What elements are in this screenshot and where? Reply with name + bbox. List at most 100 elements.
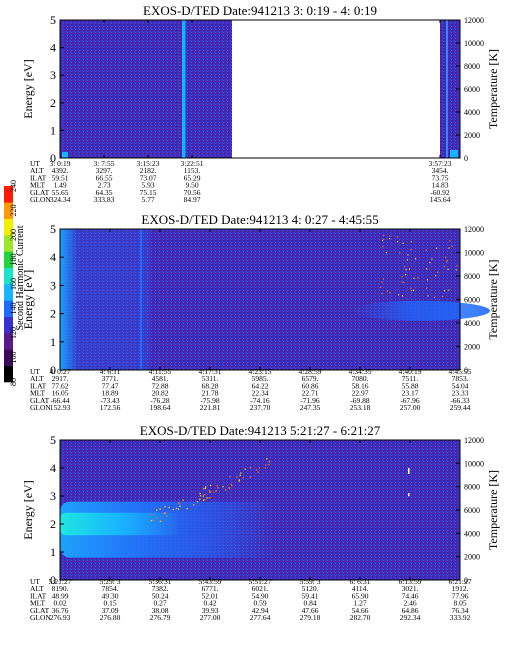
- heatmap-speck: [431, 258, 433, 260]
- orbit-row-label: ILAT: [30, 173, 47, 182]
- y-right-axis-label: Temperature [K]: [486, 470, 500, 550]
- orbit-cell: 1912.: [452, 584, 469, 593]
- orbit-cell: 5120.: [302, 584, 319, 593]
- y-tick-label: 2: [50, 517, 56, 531]
- orbit-cell: 279.18: [300, 613, 321, 622]
- orbit-cell: 84.97: [184, 195, 201, 204]
- orbit-cell: 4:40:19: [399, 367, 422, 376]
- orbit-cell: 8.05: [453, 599, 466, 608]
- y-tick-label: 3: [50, 278, 56, 292]
- orbit-cell: 4114.: [352, 584, 369, 593]
- heatmap-speck: [204, 498, 206, 501]
- heatmap-speck: [435, 275, 437, 277]
- heatmap-speck: [448, 289, 450, 291]
- heatmap-speck: [182, 499, 184, 501]
- panel-1: EXOS-D/TED Date:941213 3: 0:19 - 4: 0:19…: [21, 3, 500, 204]
- y-axis-right: 0 2000 4000 6000 8000 10000 12000 Temperature […: [456, 16, 500, 163]
- heatmap-speck: [381, 281, 383, 283]
- orbit-row-label: GLAT: [30, 396, 50, 405]
- orbit-cell: 0.02: [53, 599, 66, 608]
- heatmap-speck: [385, 252, 388, 254]
- orbit-cell: 7382.: [152, 584, 169, 593]
- y-right-axis-label: Temperature [K]: [486, 259, 500, 339]
- colorbar-block: [4, 235, 13, 252]
- heatmap-speck: [151, 514, 153, 516]
- orbit-cell: 74.46: [402, 591, 419, 600]
- heatmap-speck: [456, 265, 458, 267]
- y-axis-label: Energy [eV]: [21, 480, 35, 539]
- y-right-tick-label: 2000: [464, 343, 480, 352]
- heatmap-speck: [443, 290, 446, 292]
- heatmap-speck: [444, 256, 447, 259]
- orbit-cell: 39.93: [202, 606, 219, 615]
- orbit-cell: 276.79: [150, 613, 171, 622]
- orbit-cell: 5:43:59: [199, 577, 222, 586]
- heatmap-speck: [156, 509, 158, 511]
- orbit-cell: 36.76: [52, 606, 69, 615]
- orbit-cell: -60.92: [430, 188, 450, 197]
- heatmap-speck: [257, 471, 259, 473]
- heatmap-speck: [244, 468, 246, 470]
- orbit-cell: -69.88: [350, 396, 370, 405]
- orbit-cell: 37.09: [102, 606, 119, 615]
- y-tick-label: 1: [50, 335, 56, 349]
- orbit-cell: 1153.: [184, 166, 201, 175]
- heatmap-speck: [389, 292, 391, 294]
- orbit-cell: 4: 6:11: [100, 367, 121, 376]
- colorbar-block: [4, 267, 13, 285]
- heatmap-speck: [199, 492, 201, 495]
- heatmap-core: [60, 512, 180, 536]
- colorbar-block: [4, 202, 13, 219]
- y-right-tick-label: 0: [464, 154, 468, 163]
- heatmap-speck: [426, 268, 428, 270]
- orbit-cell: 172.56: [100, 403, 121, 412]
- heatmap-speck: [236, 476, 238, 478]
- heatmap-speck: [213, 491, 215, 493]
- orbit-cell: -67.96: [400, 396, 420, 405]
- orbit-cell: 259.44: [450, 403, 471, 412]
- heatmap-speck: [268, 460, 271, 463]
- panel-2: EXOS-D/TED Date:941213 4: 0:27 - 4:45:55…: [21, 212, 500, 412]
- heatmap-speck: [228, 486, 230, 489]
- heatmap-speck: [159, 519, 162, 522]
- y-right-axis-label: Temperature [K]: [486, 49, 500, 129]
- heatmap-speck: [398, 294, 400, 296]
- orbit-cell: 23.33: [452, 389, 469, 398]
- heatmap-speck: [408, 268, 411, 270]
- y-tick-label: 0: [50, 363, 56, 377]
- heatmap-stripe: [140, 229, 142, 370]
- panel-title: EXOS-D/TED Date:941213 5:21:27 - 6:21:27: [140, 423, 381, 438]
- heatmap-speck: [163, 512, 165, 514]
- orbit-cell: 257.00: [400, 403, 421, 412]
- orbit-cell: 333.83: [94, 195, 115, 204]
- heatmap-speck: [413, 277, 415, 279]
- y-tick-label: 2: [50, 307, 56, 321]
- heatmap-mark: [408, 493, 410, 497]
- heatmap-speck: [268, 463, 270, 466]
- colorbar-block: [4, 186, 13, 203]
- heatmap-speck: [403, 282, 405, 284]
- orbit-row-label: MLT: [30, 181, 46, 190]
- heatmap-speck: [404, 274, 407, 276]
- orbit-cell: 2.73: [97, 181, 110, 190]
- y-right-tick-label: 12000: [464, 225, 484, 234]
- orbit-cell: 277.64: [250, 613, 271, 622]
- heatmap-speck: [204, 487, 207, 489]
- heatmap-speck: [164, 512, 166, 514]
- orbit-cell: 4:11:55: [149, 367, 172, 376]
- orbit-cell: 18.89: [102, 389, 119, 398]
- heatmap-speck: [178, 502, 180, 505]
- orbit-cell: 64.35: [96, 188, 113, 197]
- colorbar-tick-label: 80: [9, 378, 18, 386]
- orbit-cell: 77.47: [102, 381, 119, 390]
- heatmap-speck: [231, 485, 233, 487]
- colorbar-block: [4, 251, 13, 268]
- x-ticks: [59, 440, 461, 580]
- heatmap-speck: [222, 486, 224, 488]
- orbit-cell: 70.56: [184, 188, 201, 197]
- heatmap-speck: [407, 254, 409, 256]
- heatmap-mark: [408, 468, 410, 474]
- heatmap: [60, 229, 490, 370]
- colorbar-block: [4, 349, 13, 366]
- heatmap-speck: [441, 295, 444, 298]
